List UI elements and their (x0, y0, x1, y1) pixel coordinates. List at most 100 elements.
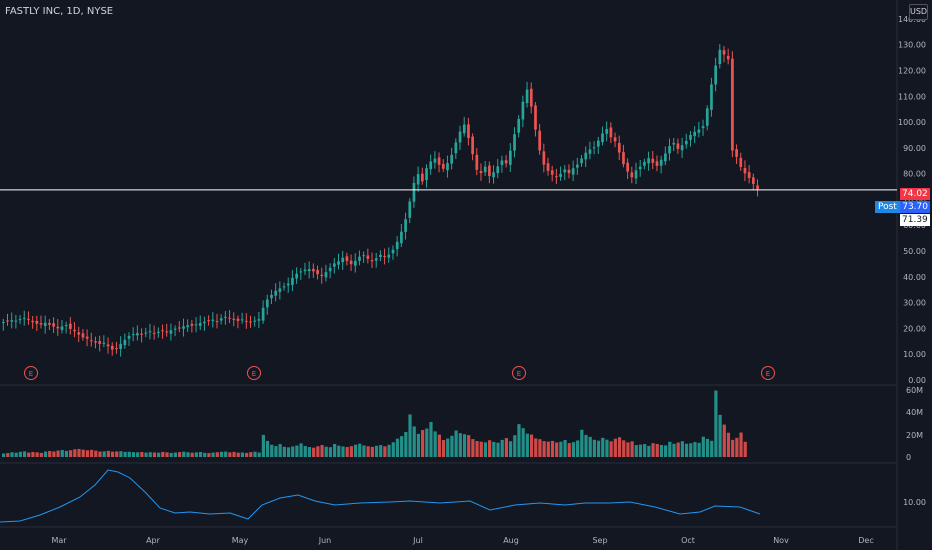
volume-bar (739, 432, 743, 457)
volume-bar (374, 445, 379, 457)
volume-bar (349, 446, 353, 457)
candle (140, 333, 143, 335)
volume-bar (412, 426, 416, 457)
candle (148, 331, 152, 333)
candle (203, 321, 206, 324)
candle (337, 261, 340, 265)
volume-bar (358, 443, 362, 457)
candle (555, 176, 558, 178)
candle (701, 126, 705, 129)
candle (69, 323, 72, 329)
volume-bar (136, 452, 140, 457)
y-tick-label: 40.00 (903, 273, 926, 282)
volume-bar (165, 452, 169, 457)
candle (446, 163, 449, 171)
volume-bar (35, 452, 39, 457)
earnings-label: E (517, 370, 521, 378)
candle (198, 322, 202, 326)
candle (307, 269, 311, 272)
volume-bar (228, 452, 232, 457)
volume-bar (542, 441, 546, 457)
x-tick-label: May (232, 536, 249, 545)
candle (731, 58, 734, 151)
volume-bar (39, 452, 43, 457)
candle (240, 319, 244, 321)
volume-bar (253, 451, 257, 457)
candle (508, 150, 512, 165)
volume-bar (27, 452, 31, 457)
volume-bar (73, 449, 77, 457)
candle (722, 50, 726, 55)
candle (534, 105, 537, 130)
currency-button[interactable]: USD (909, 4, 928, 20)
candle (333, 263, 336, 267)
candle (257, 319, 261, 321)
volume-bar (278, 444, 282, 457)
candle (467, 124, 470, 139)
volume-bar (119, 451, 123, 457)
volume-bar (265, 440, 270, 457)
volume-bar (555, 442, 559, 457)
candle (131, 334, 135, 336)
volume-bar (634, 445, 638, 457)
earnings-marker (512, 366, 526, 380)
candle (316, 269, 319, 275)
volume-bar (664, 445, 668, 457)
candle (471, 136, 474, 155)
volume-bar (2, 453, 6, 457)
volume-bar (592, 439, 596, 457)
price-tag-post: Post 73.70 (875, 201, 930, 213)
candle (613, 137, 617, 142)
earnings-marker (761, 366, 775, 380)
candle (169, 330, 173, 334)
volume-bar (94, 450, 98, 457)
volume-bar (672, 443, 676, 457)
candle (425, 168, 428, 181)
candle (6, 320, 9, 322)
volume-bar (622, 440, 626, 457)
y-tick-label: 90.00 (903, 144, 926, 153)
volume-bar (81, 449, 85, 457)
candle (270, 294, 273, 299)
candle (710, 84, 713, 110)
candle (14, 320, 18, 322)
candle (123, 339, 127, 346)
volume-bar (550, 440, 555, 457)
volume-bar (441, 440, 446, 457)
volume-tick-label: 40M (906, 408, 923, 417)
indicator-tick-label: 10.00 (903, 498, 926, 507)
candle (291, 277, 294, 285)
candle (387, 254, 391, 258)
volume-bar (152, 452, 157, 457)
volume-bar (345, 447, 349, 457)
volume-bar (18, 451, 22, 457)
volume-bar (718, 414, 722, 457)
volume-tick-label: 0 (906, 453, 911, 462)
volume-bar (337, 445, 341, 457)
volume-bar (245, 452, 249, 457)
volume-bar (257, 452, 261, 457)
volume-bar (479, 441, 483, 457)
volume-bar (173, 452, 177, 457)
volume-bar (680, 441, 684, 457)
candle (517, 118, 521, 133)
volume-bar (483, 442, 488, 457)
candle (194, 324, 198, 326)
volume-bar (467, 435, 471, 457)
candle (286, 283, 290, 286)
volume-bar (450, 435, 454, 457)
candle (106, 344, 110, 347)
volume-bar (446, 438, 450, 457)
candle (743, 167, 747, 174)
candle (207, 320, 211, 322)
volume-bar (316, 446, 320, 457)
candle (278, 288, 282, 292)
candle (81, 333, 85, 338)
volume-bar (416, 433, 421, 457)
volume-bar (676, 442, 680, 457)
volume-bar (194, 452, 198, 457)
candle (689, 134, 692, 140)
candle (416, 174, 420, 185)
y-tick-label: 50.00 (903, 247, 926, 256)
